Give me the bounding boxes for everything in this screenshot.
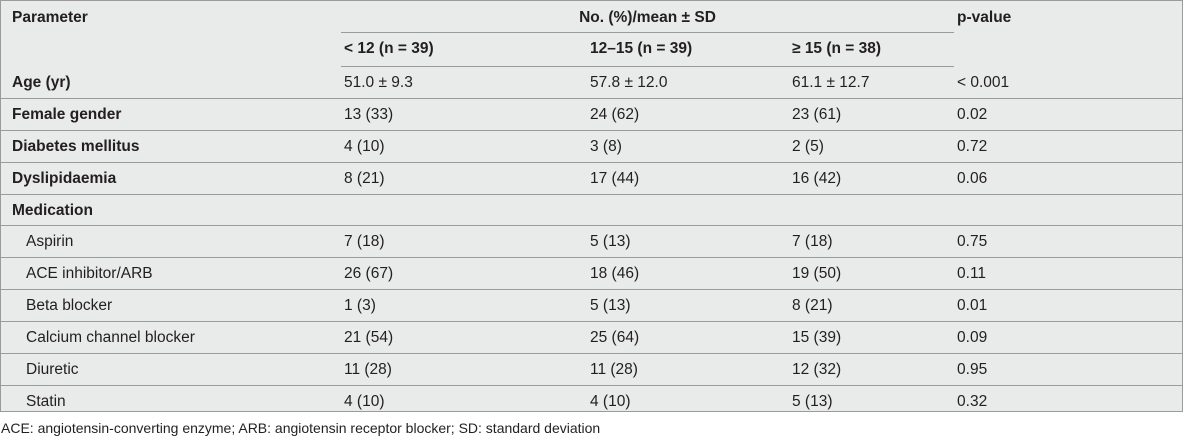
cell-p-value: < 0.001 [954, 66, 1183, 99]
cell-group-1: 4 (10) [344, 392, 385, 410]
cell-group-1: 26 (67) [341, 257, 587, 291]
section-label-medication: Medication [1, 194, 341, 227]
cell-group-2: 17 (44) [587, 162, 789, 195]
cell-group-2 [587, 194, 789, 227]
header-p-value: p-value [954, 1, 1183, 67]
table-footnote: ACE: angiotensin-converting enzyme; ARB:… [1, 420, 601, 436]
cell-p-value: 0.72 [954, 130, 1183, 163]
cell-p-value: 0.09 [954, 321, 1183, 355]
cell-group-3: 2 (5) [789, 130, 955, 163]
row-label: ACE inhibitor/ARB [1, 257, 341, 291]
cell-group-3: 8 (21) [789, 289, 955, 323]
cell-group-1: 1 (3) [341, 289, 587, 323]
cell-group-2: 57.8 ± 12.0 [587, 66, 789, 99]
row-label: Beta blocker [1, 289, 341, 323]
cell-group-2: 25 (64) [587, 321, 789, 355]
cell-group-1: 21 (54) [341, 321, 587, 355]
cell-group-3: 5 (13) [792, 392, 833, 410]
cell-p-value [954, 194, 1183, 227]
table-row: Female gender 13 (33) 24 (62) 23 (61) 0.… [1, 98, 1183, 131]
cell-group-3: 23 (61) [789, 98, 955, 131]
cell-group-2: 11 (28) [587, 353, 789, 386]
header-span-label: No. (%)/mean ± SD [341, 1, 955, 33]
cell-group-2: 18 (46) [587, 257, 789, 291]
cell-p-value: 0.11 [954, 257, 1183, 291]
cell-p-value: 0.75 [954, 225, 1183, 259]
cell-group-2: 5 (13) [587, 289, 789, 323]
row-label: Diuretic [1, 353, 341, 386]
table-row: ACE inhibitor/ARB 26 (67) 18 (46) 19 (50… [1, 257, 1183, 291]
cell-group-3: 15 (39) [789, 321, 955, 355]
cell-group-2: 24 (62) [587, 98, 789, 131]
cell-group-1: 51.0 ± 9.3 [341, 66, 587, 99]
table-row: Aspirin 7 (18) 5 (13) 7 (18) 0.75 [1, 225, 1183, 259]
header-group-1: < 12 (n = 39) [341, 33, 587, 67]
cell-group-3: 7 (18) [789, 225, 955, 259]
cell-group-3: 61.1 ± 12.7 [789, 66, 955, 99]
cell-group-3 [789, 194, 955, 227]
data-table: Parameter No. (%)/mean ± SD p-value < 12… [1, 1, 1183, 417]
row-label: Diabetes mellitus [1, 130, 341, 163]
table-row: Age (yr) 51.0 ± 9.3 57.8 ± 12.0 61.1 ± 1… [1, 66, 1183, 99]
header-parameter: Parameter [1, 1, 341, 67]
table-row: Statin 4 (10) 4 (10) 5 (13) 0.32 [1, 385, 1182, 416]
table-row: Diuretic 11 (28) 11 (28) 12 (32) 0.95 [1, 353, 1183, 386]
cell-group-1: 11 (28) [341, 353, 587, 386]
header-span-divider [341, 32, 955, 33]
table-row: Beta blocker 1 (3) 5 (13) 8 (21) 0.01 [1, 289, 1183, 323]
table-row: Diabetes mellitus 4 (10) 3 (8) 2 (5) 0.7… [1, 130, 1183, 163]
cell-group-3: 19 (50) [789, 257, 955, 291]
cell-group-1: 4 (10) [341, 130, 587, 163]
cell-group-3: 12 (32) [789, 353, 955, 386]
row-label: Statin [26, 392, 66, 410]
cell-group-2: 3 (8) [587, 130, 789, 163]
cell-group-1: 7 (18) [341, 225, 587, 259]
cell-group-1: 13 (33) [341, 98, 587, 131]
cell-p-value: 0.02 [954, 98, 1183, 131]
cell-p-value: 0.32 [957, 392, 988, 410]
header-group-3: ≥ 15 (n = 38) [789, 33, 955, 67]
cell-group-1 [341, 194, 587, 227]
cell-p-value: 0.01 [954, 289, 1183, 323]
cell-group-3: 16 (42) [789, 162, 955, 195]
row-label: Dyslipidaemia [1, 162, 341, 195]
cell-p-value: 0.06 [954, 162, 1183, 195]
table-row: Dyslipidaemia 8 (21) 17 (44) 16 (42) 0.0… [1, 162, 1183, 195]
row-label: Calcium channel blocker [1, 321, 341, 355]
cell-group-2: 4 (10) [590, 392, 631, 410]
row-label: Female gender [1, 98, 341, 131]
cell-group-1: 8 (21) [341, 162, 587, 195]
header-group-2: 12–15 (n = 39) [587, 33, 789, 67]
row-label: Aspirin [1, 225, 341, 259]
table-row: Calcium channel blocker 21 (54) 25 (64) … [1, 321, 1183, 355]
row-label: Age (yr) [1, 66, 341, 99]
cell-p-value: 0.95 [954, 353, 1183, 386]
table-row-section: Medication [1, 194, 1183, 227]
header-span-text: No. (%)/mean ± SD [579, 9, 716, 26]
data-table-container: Parameter No. (%)/mean ± SD p-value < 12… [0, 0, 1183, 412]
cell-group-2: 5 (13) [587, 225, 789, 259]
